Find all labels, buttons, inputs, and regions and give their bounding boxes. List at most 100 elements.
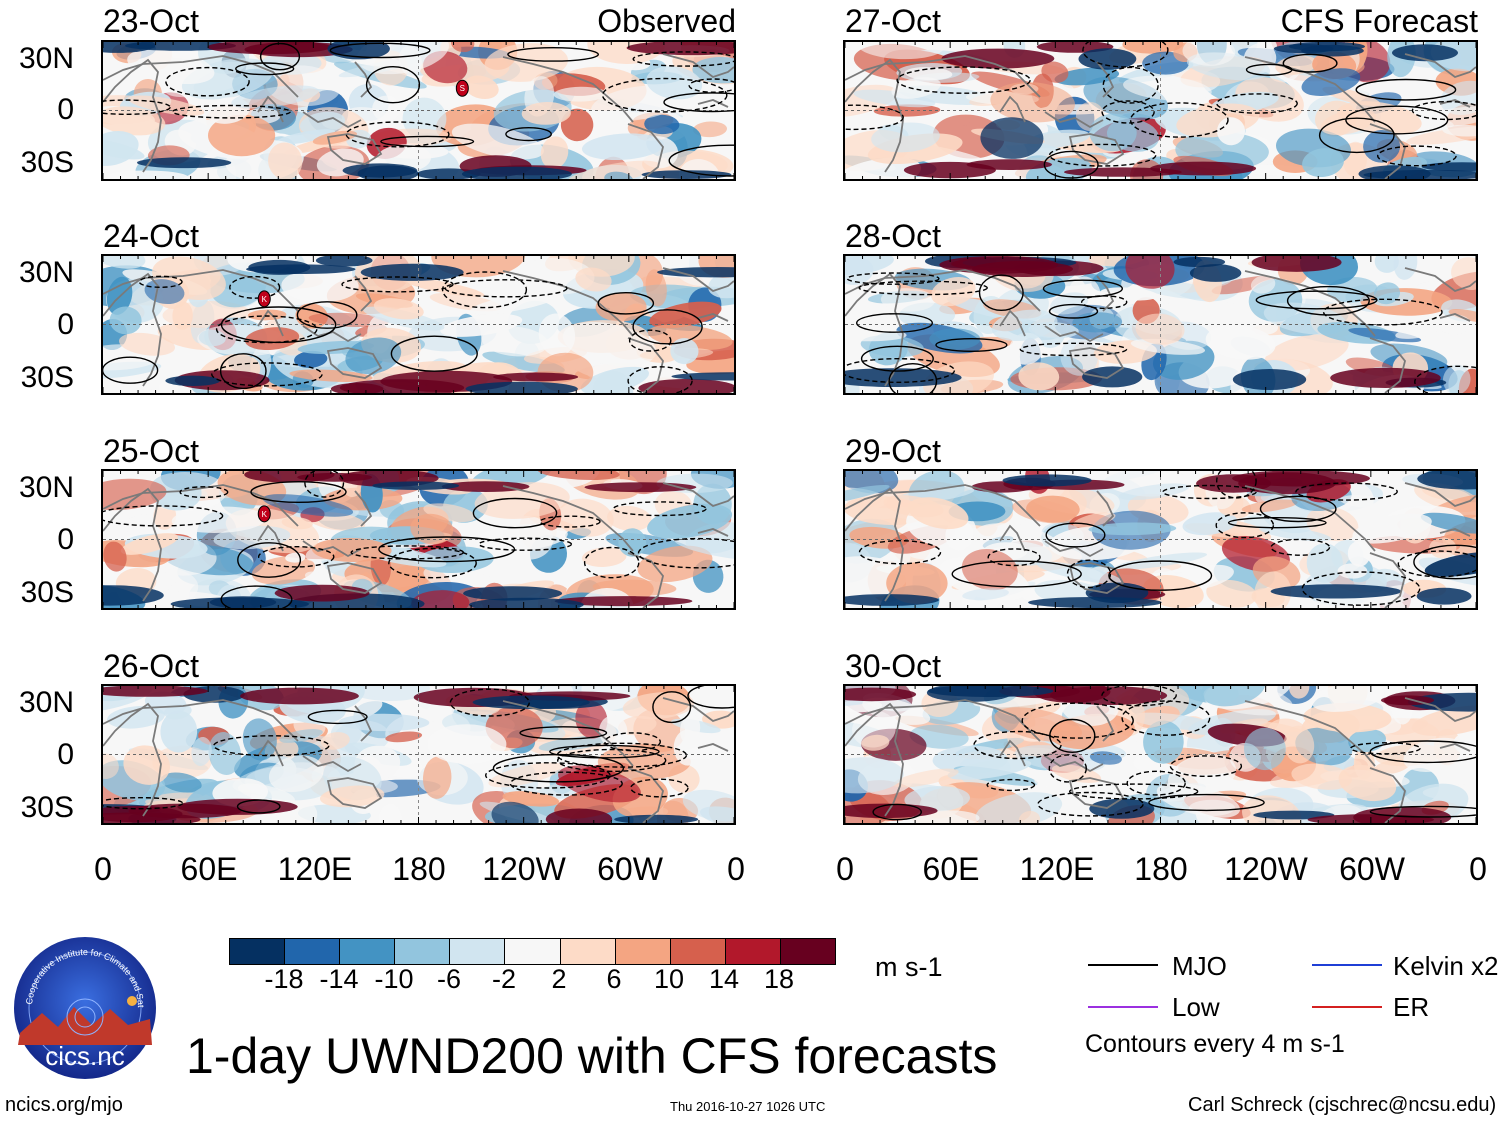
contour-line [103,99,171,115]
coastline-segment [845,58,904,173]
anomaly-cell [537,471,620,481]
anomaly-cell [1291,763,1353,790]
axis-ticks [845,256,1476,393]
contour-line [441,271,528,309]
anomaly-cell [845,157,922,179]
contour-line [951,560,1082,588]
jet-core [1085,582,1149,604]
coastline-segment [999,309,1026,337]
contour-line [845,358,956,383]
jet-core [315,256,373,267]
anomaly-cell [160,772,202,793]
wind-anomaly-field [845,42,1476,179]
coastline-segment [1244,485,1376,552]
coastline-segment [845,484,1041,527]
anomaly-cell [1243,727,1286,771]
storm-marker: K [257,505,271,523]
anomaly-cell [237,783,295,804]
colorbar-swatch [395,939,451,964]
anomaly-cell [592,370,634,393]
anomaly-cell [673,535,734,560]
coastline-segment [662,267,734,293]
jet-core [1421,162,1476,172]
contour-line [935,337,1008,352]
coastline-segment [1068,347,1125,379]
anomaly-cell [680,745,729,760]
contour-line [1069,783,1199,800]
anomaly-cell [373,298,424,320]
anomaly-cell [1395,326,1438,339]
jet-core [330,383,384,393]
contour-line [1148,793,1265,812]
contour-line [1082,42,1169,68]
y-tick-0: 0 [57,93,74,126]
heatmap-svg [845,686,1476,823]
contour-line [556,742,688,768]
anomaly-cell [1275,55,1318,75]
anomaly-cell [171,506,267,533]
anomaly-cell [1442,364,1471,393]
jet-core [165,375,220,386]
contour-line [1042,279,1124,298]
colorbar-swatch [450,939,506,964]
anomaly-cell [242,718,277,761]
jet-core [463,586,563,601]
contour-line [365,66,421,104]
anomaly-cell [431,256,526,278]
colorbar-tick-label: 18 [763,964,795,994]
anomaly-cell [103,138,145,160]
contour-line [237,542,302,578]
anomaly-cell [845,484,890,507]
contour-line [858,539,942,565]
contour-line [604,732,661,752]
heatmap-fc-2 [843,254,1478,395]
coastline-segment [1044,325,1104,343]
jet-core [297,472,373,482]
x-tick-120w: 120W [1224,851,1308,887]
coastline-segment [697,743,729,752]
anomaly-cell [1302,148,1344,178]
footer-url[interactable]: ncics.org/mjo [5,1094,123,1116]
jet-core [461,166,572,179]
anomaly-cell [891,77,941,99]
anomaly-cell [519,257,595,295]
coastline-segment [103,58,162,173]
contour-line [1048,303,1099,319]
anomaly-cell [1205,325,1276,360]
anomaly-cell [338,713,430,732]
axis-ticks [103,686,734,823]
x-tick-0-end: 0 [1469,851,1487,887]
legend-mjo-label: MJO [1172,951,1227,981]
coastline-segment [354,490,373,527]
anomaly-cell [289,369,373,382]
contour-line [845,104,904,131]
anomaly-cell [558,765,641,803]
panel-date-obs-3: 25-Oct [103,433,200,469]
y-tick-0: 0 [57,308,74,341]
contour-line [138,275,183,288]
contour-line [235,62,295,76]
contour-line [1101,100,1155,124]
axis-ticks [103,42,734,179]
x-tick-60e: 60E [180,851,238,887]
heatmap-svg: K [103,471,734,608]
coastline-segment [845,55,1041,98]
contour-line [973,730,1062,760]
contour-line [509,771,623,796]
anomaly-cell [575,267,612,292]
anomaly-cell [1448,309,1476,323]
storm-marker-label: K [262,295,268,304]
jet-core [939,256,1058,274]
jet-core [903,161,996,179]
anomaly-cell [275,129,335,145]
jet-core [845,368,962,387]
coastline-segment [302,755,362,773]
contour-line [296,301,358,329]
coastline-segment [103,484,299,527]
contour-line [549,744,660,759]
contour-line [165,66,250,97]
contour-line [103,797,184,810]
heatmap-svg [845,42,1476,179]
jet-core [342,163,418,178]
anomaly-cell [1014,745,1105,773]
